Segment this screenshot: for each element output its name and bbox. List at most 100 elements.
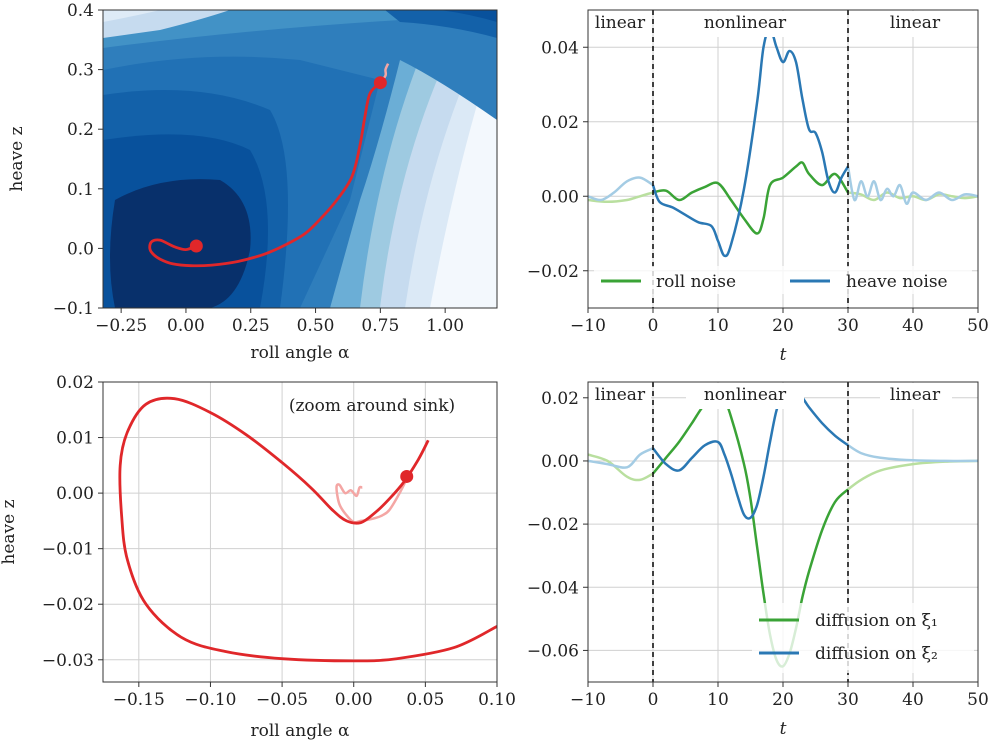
- tr-xlabel: t: [780, 345, 787, 365]
- bl-xlabel: roll angle α: [251, 721, 351, 741]
- tr-series-1-post: [846, 166, 978, 205]
- bl-xtick-label: −0.05: [256, 690, 308, 710]
- tl-ylabel: heave z: [7, 126, 27, 191]
- bl-xtick-label: −0.10: [184, 690, 236, 710]
- panel-bottom-left: −0.15 −0.10 −0.05 0.00 0.05 0.10 −0.03 −0.02 −0.…: [0, 373, 516, 741]
- tr-series-0-main: [652, 161, 850, 235]
- bl-xtick-label: −0.15: [113, 690, 165, 710]
- br-series-1-post: [847, 444, 978, 463]
- bl-ytick-label: 0.00: [56, 484, 94, 504]
- tr-ytick-label: 0.04: [541, 38, 579, 58]
- contour-field: [103, 10, 497, 308]
- br-xtick-label: −10: [570, 690, 606, 710]
- bl-grid: [103, 381, 498, 682]
- br-region-nonlinear: nonlinear: [704, 385, 787, 405]
- br-series-1-pre: [588, 447, 654, 469]
- bl-xtick-label: 0.10: [478, 690, 516, 710]
- tl-ytick-label: 0.2: [67, 120, 94, 140]
- tr-legend-bg: [594, 266, 972, 294]
- bl-annotation: (zoom around sink): [289, 396, 455, 416]
- bl-frame: [102, 381, 498, 683]
- tl-start-marker: [373, 76, 387, 90]
- tr-ytick-label: −0.02: [527, 262, 579, 282]
- bl-xtick-label: 0.00: [335, 690, 373, 710]
- br-region-box-3: [880, 383, 952, 409]
- br-ytick-label: 0.00: [541, 452, 579, 472]
- br-xtick-label: 20: [772, 690, 794, 710]
- tl-xtick-label: 1.00: [426, 316, 464, 336]
- br-legend: diffusion on ξ₁ diffusion on ξ₂: [752, 603, 974, 673]
- tl-xtick-label: 0.25: [232, 316, 270, 336]
- br-region-box-2: [686, 383, 804, 409]
- br-legend-bg: [752, 603, 974, 673]
- tr-region-labels: linear nonlinear linear: [589, 11, 952, 37]
- br-region-box-1: [589, 383, 651, 409]
- bl-data-layer: [118, 396, 497, 663]
- bl-xtick-label: 0.05: [406, 690, 444, 710]
- bl-axes: −0.15 −0.10 −0.05 0.00 0.05 0.10 −0.03 −0.02 −0.…: [42, 373, 516, 710]
- tr-xtick-label: 40: [902, 316, 924, 336]
- br-xtick-label: 50: [967, 690, 989, 710]
- tl-ytick-label: 0.4: [67, 1, 94, 21]
- tl-xlabel: roll angle α: [251, 343, 351, 363]
- br-series-0-main: [652, 396, 849, 668]
- bl-ytick-label: 0.01: [56, 429, 94, 449]
- tr-xtick-label: 0: [648, 316, 659, 336]
- tr-region-box-2: [686, 11, 804, 37]
- panel-top-left: −0.25 0.00 0.25 0.50 0.75 1.00 −0.1 0.0 0.1 0.2 0.…: [7, 1, 498, 363]
- tr-legend: roll noise heave noise: [594, 266, 972, 294]
- tr-region-box-1: [589, 11, 651, 37]
- tr-ytick-label: 0.00: [541, 187, 579, 207]
- br-xlabel: t: [780, 719, 787, 739]
- tr-region-linear-2: linear: [890, 13, 941, 33]
- tl-ytick-label: 0.3: [67, 61, 94, 81]
- br-xtick-label: 30: [837, 690, 859, 710]
- tr-xtick-label: −10: [570, 316, 606, 336]
- bl-ylabel: heave z: [0, 499, 19, 564]
- tr-region-box-3: [880, 11, 952, 37]
- tl-ytick-label: −0.1: [53, 299, 94, 319]
- tr-legend-heave: heave noise: [846, 272, 948, 292]
- br-region-linear-2: linear: [890, 385, 941, 405]
- bl-ytick-label: 0.02: [56, 373, 94, 393]
- br-data-layer: [588, 382, 978, 682]
- bl-ytick-label: −0.01: [42, 540, 94, 560]
- tl-data-layer: [148, 63, 390, 268]
- tl-ytick-label: 0.1: [67, 180, 94, 200]
- br-ytick-label: −0.02: [527, 515, 579, 535]
- br-series-1-main: [652, 389, 849, 520]
- bl-ytick-label: −0.02: [42, 595, 94, 615]
- br-ytick-label: 0.02: [541, 389, 579, 409]
- br-legend-xi1: diffusion on ξ₁: [815, 611, 938, 631]
- tr-xtick-label: 30: [837, 316, 859, 336]
- panel-top-right: −10 0 10 20 30 40 50 −0.02 0.00 0.02 0.04 linear n…: [527, 9, 989, 365]
- tl-end-marker: [189, 239, 203, 253]
- panel-bottom-right: −10 0 10 20 30 40 50 −0.06 −0.04 −0.02 0.00 0.02 li…: [527, 381, 989, 739]
- tl-trajectory: [148, 81, 382, 268]
- tl-xtick-label: 0.00: [167, 316, 205, 336]
- br-xtick-label: 0: [648, 690, 659, 710]
- tr-ytick-label: 0.02: [541, 113, 579, 133]
- tr-legend-roll: roll noise: [656, 272, 736, 292]
- br-series-0-pre: [588, 453, 654, 482]
- br-xtick-label: 40: [902, 690, 924, 710]
- tr-region-nonlinear: nonlinear: [704, 13, 787, 33]
- tr-series-1-pre: [588, 176, 654, 202]
- tr-series-0-post: [847, 191, 978, 202]
- tr-series-0-pre: [588, 191, 654, 204]
- tl-axes: −0.25 0.00 0.25 0.50 0.75 1.00 −0.1 0.0 0.1 0.2 0.…: [53, 1, 464, 336]
- tl-xtick-label: −0.25: [95, 316, 147, 336]
- bl-tail-trajectory: [335, 439, 430, 524]
- br-xtick-label: 10: [707, 690, 729, 710]
- tr-xtick-label: 10: [707, 316, 729, 336]
- br-legend-xi2: diffusion on ξ₂: [815, 644, 938, 664]
- tl-ytick-label: 0.0: [67, 239, 94, 259]
- bl-trajectory: [118, 396, 497, 663]
- tl-frame: [102, 9, 498, 309]
- tr-region-linear-1: linear: [595, 13, 646, 33]
- tr-xtick-label: 20: [772, 316, 794, 336]
- br-region-linear-1: linear: [595, 385, 646, 405]
- tl-xtick-label: 0.75: [361, 316, 399, 336]
- tr-grid: [587, 10, 979, 308]
